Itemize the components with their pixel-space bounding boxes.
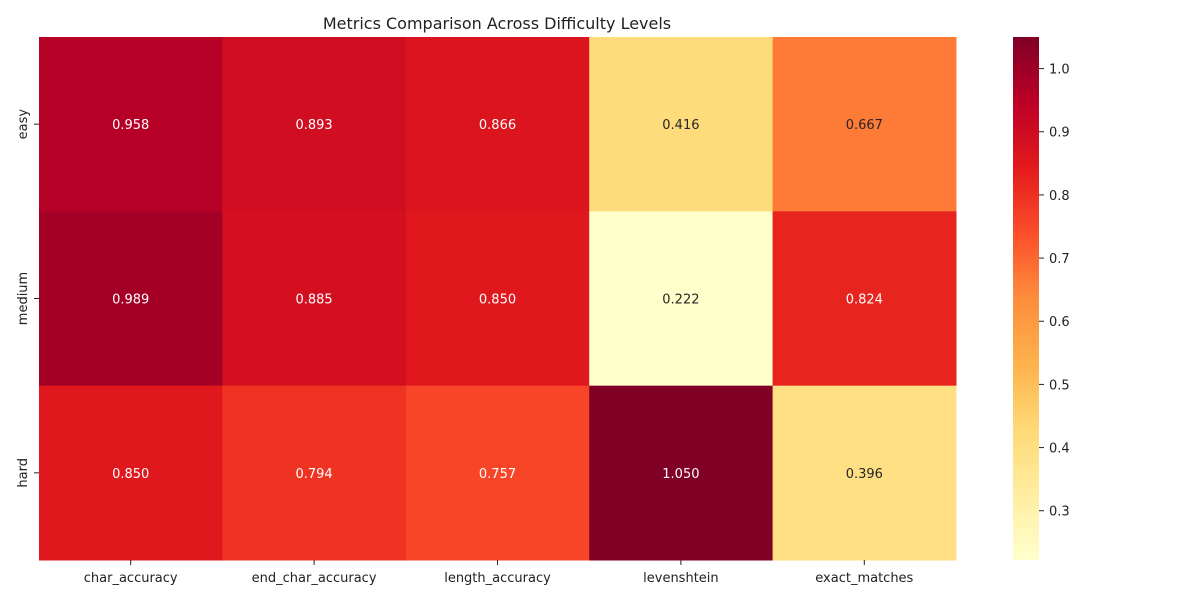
cell-value-label: 0.667 [846, 118, 883, 133]
colorbar-tick-label: 1.0 [1049, 63, 1070, 78]
cell-value-label: 0.396 [846, 467, 883, 482]
heatmap-cell-hard-end_char_accuracy [222, 385, 407, 561]
cell-value-label: 0.893 [295, 118, 332, 133]
x-tick-label: end_char_accuracy [252, 571, 377, 586]
cell-value-label: 0.222 [662, 293, 699, 308]
cell-value-label: 0.794 [295, 467, 332, 482]
x-tick-label: char_accuracy [84, 571, 178, 586]
heatmap-cell-medium-end_char_accuracy [222, 211, 407, 387]
heatmap-cell-easy-char_accuracy [39, 37, 223, 212]
heatmap-cell-medium-levenshtein [589, 211, 774, 387]
heatmap-cell-medium-length_accuracy [405, 211, 590, 387]
colorbar-tick-label: 0.7 [1049, 252, 1070, 267]
heatmap-cell-easy-levenshtein [589, 37, 774, 212]
heatmap-cell-hard-exact_matches [772, 385, 957, 561]
cell-value-label: 0.958 [112, 118, 149, 133]
colorbar-tick-label: 0.9 [1049, 126, 1070, 141]
heatmap-cell-hard-length_accuracy [405, 385, 590, 561]
y-tick-label: easy [16, 109, 31, 140]
cell-value-label: 0.757 [479, 467, 516, 482]
colorbar-tick-label: 0.6 [1049, 315, 1070, 330]
heatmap-cell-hard-levenshtein [589, 385, 774, 561]
cell-value-label: 1.050 [662, 467, 699, 482]
x-tick-label: length_accuracy [444, 571, 551, 586]
colorbar-tick-label: 0.3 [1049, 505, 1070, 520]
colorbar-tick-label: 0.4 [1049, 442, 1070, 457]
y-tick-label: hard [16, 458, 31, 488]
colorbar: 0.3 0.4 0.5 0.6 0.7 0.8 0.9 1.0 [1013, 37, 1070, 560]
heatmap-cell-easy-end_char_accuracy [222, 37, 407, 212]
cell-value-label: 0.850 [112, 467, 149, 482]
x-tick-label: exact_matches [815, 571, 913, 586]
heatmap-cell-hard-char_accuracy [39, 385, 223, 561]
colorbar-tick-label: 0.8 [1049, 189, 1070, 204]
colorbar-tick-label: 0.5 [1049, 378, 1070, 393]
y-tick-label: medium [16, 272, 31, 325]
cell-value-label: 0.989 [112, 293, 149, 308]
cell-value-label: 0.850 [479, 293, 516, 308]
cell-value-label: 0.866 [479, 118, 516, 133]
cell-value-label: 0.416 [662, 118, 699, 133]
heatmap-cell-easy-length_accuracy [405, 37, 590, 212]
heatmap-cell-easy-exact_matches [772, 37, 957, 212]
cell-value-label: 0.885 [295, 293, 332, 308]
cell-value-label: 0.824 [846, 293, 883, 308]
x-tick-label: levenshtein [643, 571, 719, 586]
heatmap-cell-medium-exact_matches [772, 211, 957, 387]
chart-title: Metrics Comparison Across Difficulty Lev… [323, 14, 671, 33]
colorbar-gradient [1013, 37, 1039, 560]
heatmap-cell-medium-char_accuracy [39, 211, 223, 387]
